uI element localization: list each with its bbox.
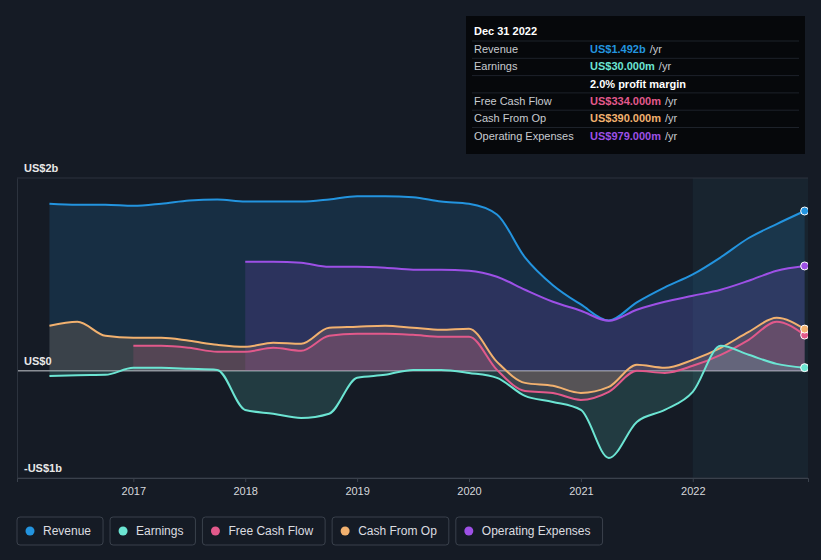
y-tick: US$0 [17, 355, 52, 371]
series-line [49, 196, 804, 320]
tooltip-separator [472, 127, 799, 128]
grid [17, 178, 808, 478]
legend-item[interactable]: Cash From Op [332, 517, 449, 545]
tooltip-value: US$1.492b [590, 43, 646, 55]
x-tick-label: 2021 [569, 485, 593, 497]
x-tick-mark [469, 478, 470, 482]
end-point [801, 207, 808, 215]
tooltip-value: 2.0% profit margin [590, 78, 686, 90]
x-tick-label: 2017 [122, 485, 146, 497]
x-tick-label: 2022 [681, 485, 705, 497]
tooltip-label: Free Cash Flow [474, 95, 552, 107]
tooltip-unit: /yr [659, 60, 672, 72]
tooltip-separator [472, 92, 799, 93]
x-tick-label: 2020 [457, 485, 481, 497]
legend-label[interactable]: Cash From Op [358, 524, 437, 538]
x-tick: 2018 [233, 478, 257, 497]
tooltip-unit: /yr [665, 130, 678, 142]
x-axis-line [18, 479, 809, 483]
series-line [245, 262, 804, 321]
end-point [801, 325, 808, 333]
tooltip-separator [472, 75, 799, 76]
legend-item[interactable]: Free Cash Flow [202, 517, 325, 545]
x-tick-mark [581, 478, 582, 482]
legend-swatch[interactable] [464, 527, 473, 536]
x-tick-mark [693, 478, 694, 482]
tooltip-separator [472, 41, 799, 42]
legend-swatch[interactable] [211, 527, 220, 536]
y-axis: -US$1b US$0 US$2b [17, 162, 62, 478]
x-tick-mark [357, 478, 358, 482]
tooltip-background [466, 16, 805, 154]
x-tick-mark [133, 478, 134, 482]
legend: Revenue Earnings Free Cash Flow Cash From O… [17, 517, 603, 545]
y-tick-label: US$0 [24, 355, 52, 367]
legend-box[interactable] [17, 517, 103, 545]
y-tick-label: -US$1b [24, 462, 62, 474]
legend-swatch[interactable] [26, 527, 35, 536]
legend-item[interactable]: Operating Expenses [456, 517, 603, 545]
legend-swatch[interactable] [119, 527, 128, 536]
legend-label[interactable]: Earnings [136, 524, 183, 538]
y-axis-line [17, 179, 18, 479]
tooltip-label: Earnings [474, 60, 518, 72]
tooltip-separator [472, 58, 799, 59]
background [0, 0, 821, 560]
tooltip-value: US$30.000m [590, 60, 655, 72]
series-line [133, 322, 804, 400]
legend-label[interactable]: Revenue [43, 524, 91, 538]
legend-box[interactable] [110, 517, 195, 545]
x-tick: 2022 [681, 478, 705, 497]
x-tick: 2017 [122, 478, 146, 497]
tooltip-unit: /yr [650, 43, 663, 55]
legend-item[interactable]: Revenue [17, 517, 103, 545]
grid-line [17, 178, 808, 179]
y-tick-label: US$2b [24, 162, 59, 174]
x-tick: 2019 [345, 478, 369, 497]
x-tick: 2021 [569, 478, 593, 497]
tooltip-unit: /yr [665, 95, 678, 107]
tooltip-value: US$390.000m [590, 112, 661, 124]
x-axis: 2017 2018 2019 2020 2021 2022 [18, 478, 809, 497]
x-tick-mark [245, 478, 246, 482]
tooltip-label: Revenue [474, 43, 518, 55]
plot-area [49, 196, 808, 458]
series-line [49, 318, 804, 393]
x-tick-label: 2018 [233, 485, 257, 497]
legend-item[interactable]: Earnings [110, 517, 195, 545]
tooltip-value: US$979.000m [590, 130, 661, 142]
tooltip-value: US$334.000m [590, 95, 661, 107]
legend-box[interactable] [332, 517, 449, 545]
chart: -US$1b US$0 US$2b 2017 2018 2019 2020 2021 2022 D… [0, 0, 821, 560]
tooltip-date: Dec 31 2022 [474, 25, 537, 37]
series-area [49, 346, 804, 458]
end-point [801, 262, 808, 270]
x-tick-label: 2019 [345, 485, 369, 497]
legend-label[interactable]: Operating Expenses [482, 524, 591, 538]
tooltip-label: Operating Expenses [474, 130, 574, 142]
tooltip-separator [472, 110, 799, 111]
legend-box[interactable] [456, 517, 603, 545]
legend-label[interactable]: Free Cash Flow [228, 524, 313, 538]
x-tick: 2020 [457, 478, 481, 497]
legend-swatch[interactable] [341, 527, 350, 536]
series-line [49, 346, 804, 458]
tooltip-unit: /yr [665, 112, 678, 124]
y-tick: -US$1b [17, 462, 62, 478]
legend-box[interactable] [202, 517, 325, 545]
end-point [801, 364, 808, 372]
y-tick: US$2b [17, 162, 59, 178]
tooltip: Dec 31 2022 Revenue US$1.492b/yr Earnings US… [466, 16, 805, 154]
tooltip-label: Cash From Op [474, 112, 546, 124]
